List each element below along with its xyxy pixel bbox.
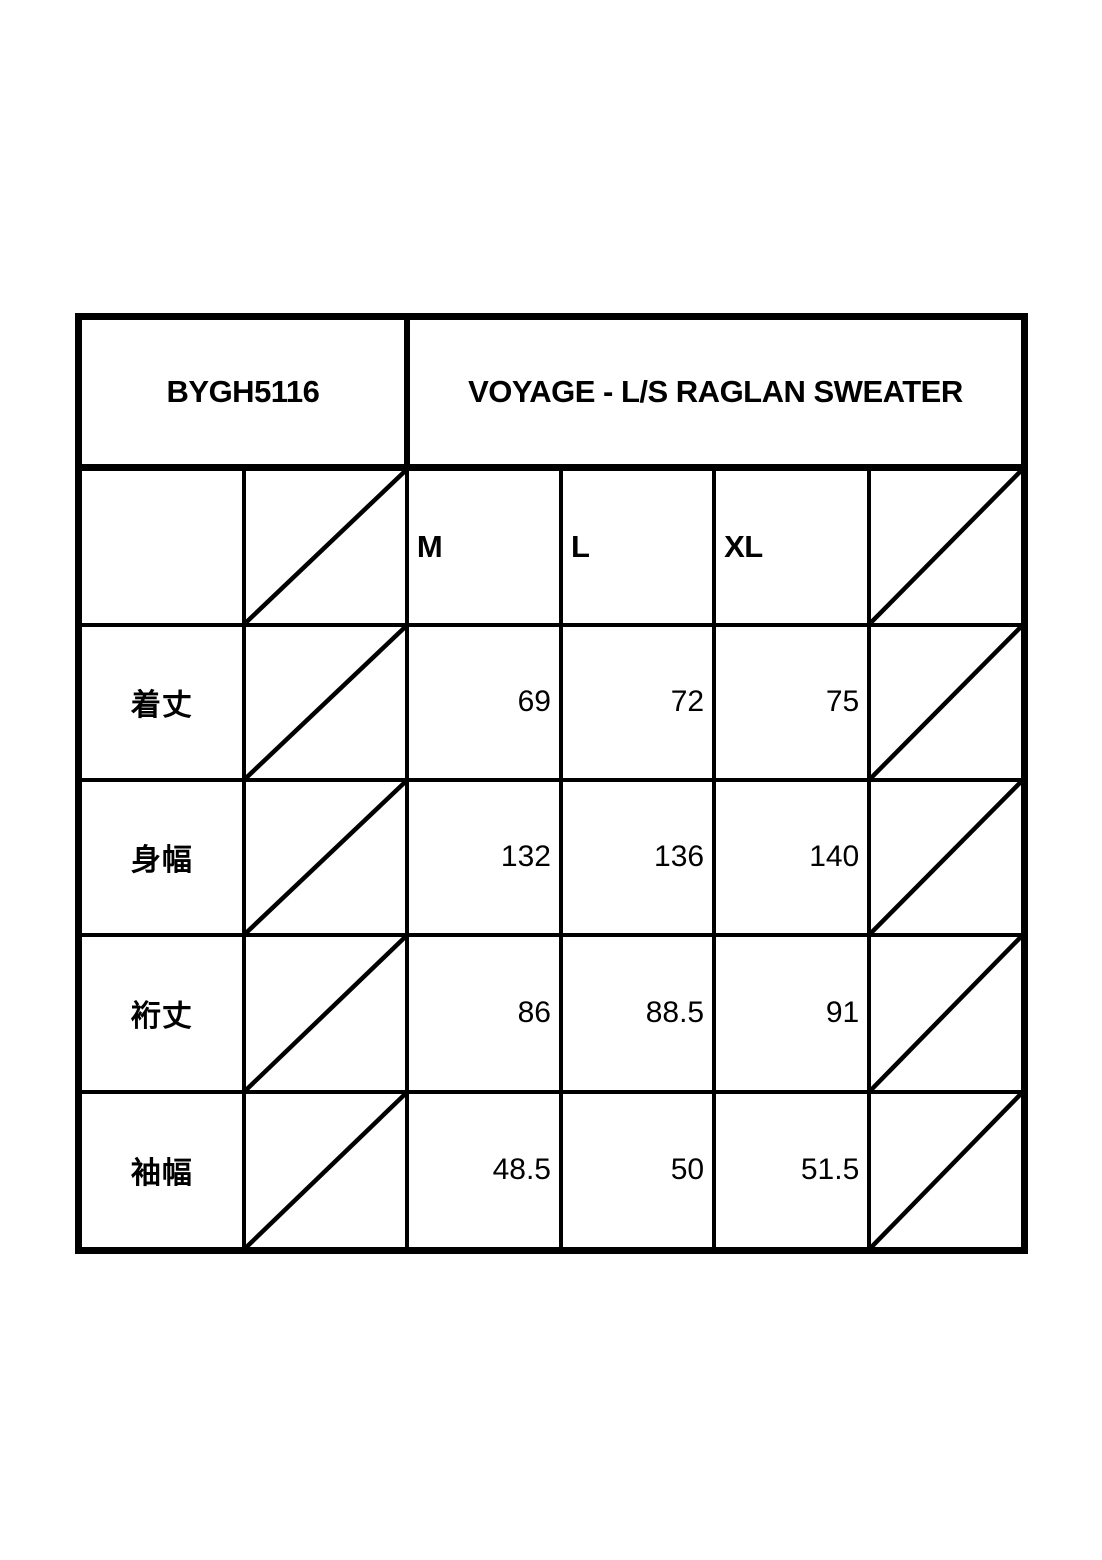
diagonal-slash-icon [871, 1094, 1021, 1248]
diagonal-slash-icon [246, 627, 405, 778]
measurement-row: 袖幅 48.5 50 51.5 [76, 1089, 1027, 1253]
diagonal-slash-icon [871, 937, 1021, 1090]
diagonal-cell [241, 1089, 409, 1253]
empty-corner-cell [76, 465, 246, 627]
measurement-value: 72 [558, 622, 717, 782]
diagonal-slash-icon [871, 627, 1021, 778]
size-header-xl: XL [712, 465, 872, 627]
diagonal-cell [867, 1089, 1027, 1253]
diagonal-cell [867, 622, 1027, 782]
diagonal-cell [867, 465, 1027, 627]
product-name: VOYAGE - L/S RAGLAN SWEATER [468, 374, 963, 409]
product-name-cell: VOYAGE - L/S RAGLAN SWEATER [404, 314, 1027, 471]
measurement-label: 着丈 [76, 622, 246, 782]
header-row: BYGH5116 VOYAGE - L/S RAGLAN SWEATER [76, 314, 1027, 471]
product-code: BYGH5116 [166, 374, 320, 409]
measurement-value: 48.5 [404, 1089, 563, 1253]
diagonal-slash-icon [871, 782, 1021, 933]
product-code-cell: BYGH5116 [76, 314, 410, 471]
measurement-value: 132 [404, 777, 563, 937]
diagonal-slash-icon [246, 1094, 405, 1248]
measurement-label: 袖幅 [76, 1089, 246, 1253]
measurement-value: 136 [558, 777, 717, 937]
measurement-value: 50 [558, 1089, 717, 1253]
measurement-value: 51.5 [712, 1089, 872, 1253]
size-chart-table: BYGH5116 VOYAGE - L/S RAGLAN SWEATER M L… [75, 313, 1028, 1254]
diagonal-slash-icon [246, 937, 405, 1090]
measurement-row: 身幅 132 136 140 [76, 777, 1027, 937]
measurement-value: 140 [712, 777, 872, 937]
diagonal-cell [241, 622, 409, 782]
size-header-m: M [404, 465, 563, 627]
diagonal-cell [241, 465, 409, 627]
size-header-row: M L XL [76, 465, 1027, 627]
diagonal-cell [241, 777, 409, 937]
measurement-label: 身幅 [76, 777, 246, 937]
measurement-value: 86 [404, 932, 563, 1094]
diagonal-slash-icon [246, 471, 405, 623]
diagonal-slash-icon [871, 471, 1021, 623]
diagonal-cell [241, 932, 409, 1094]
measurement-label: 裄丈 [76, 932, 246, 1094]
measurement-row: 着丈 69 72 75 [76, 622, 1027, 782]
measurement-value: 75 [712, 622, 872, 782]
diagonal-slash-icon [246, 782, 405, 933]
measurement-value: 88.5 [558, 932, 717, 1094]
size-header-l: L [558, 465, 717, 627]
measurement-value: 91 [712, 932, 872, 1094]
diagonal-cell [867, 932, 1027, 1094]
measurement-value: 69 [404, 622, 563, 782]
diagonal-cell [867, 777, 1027, 937]
measurement-row: 裄丈 86 88.5 91 [76, 932, 1027, 1094]
